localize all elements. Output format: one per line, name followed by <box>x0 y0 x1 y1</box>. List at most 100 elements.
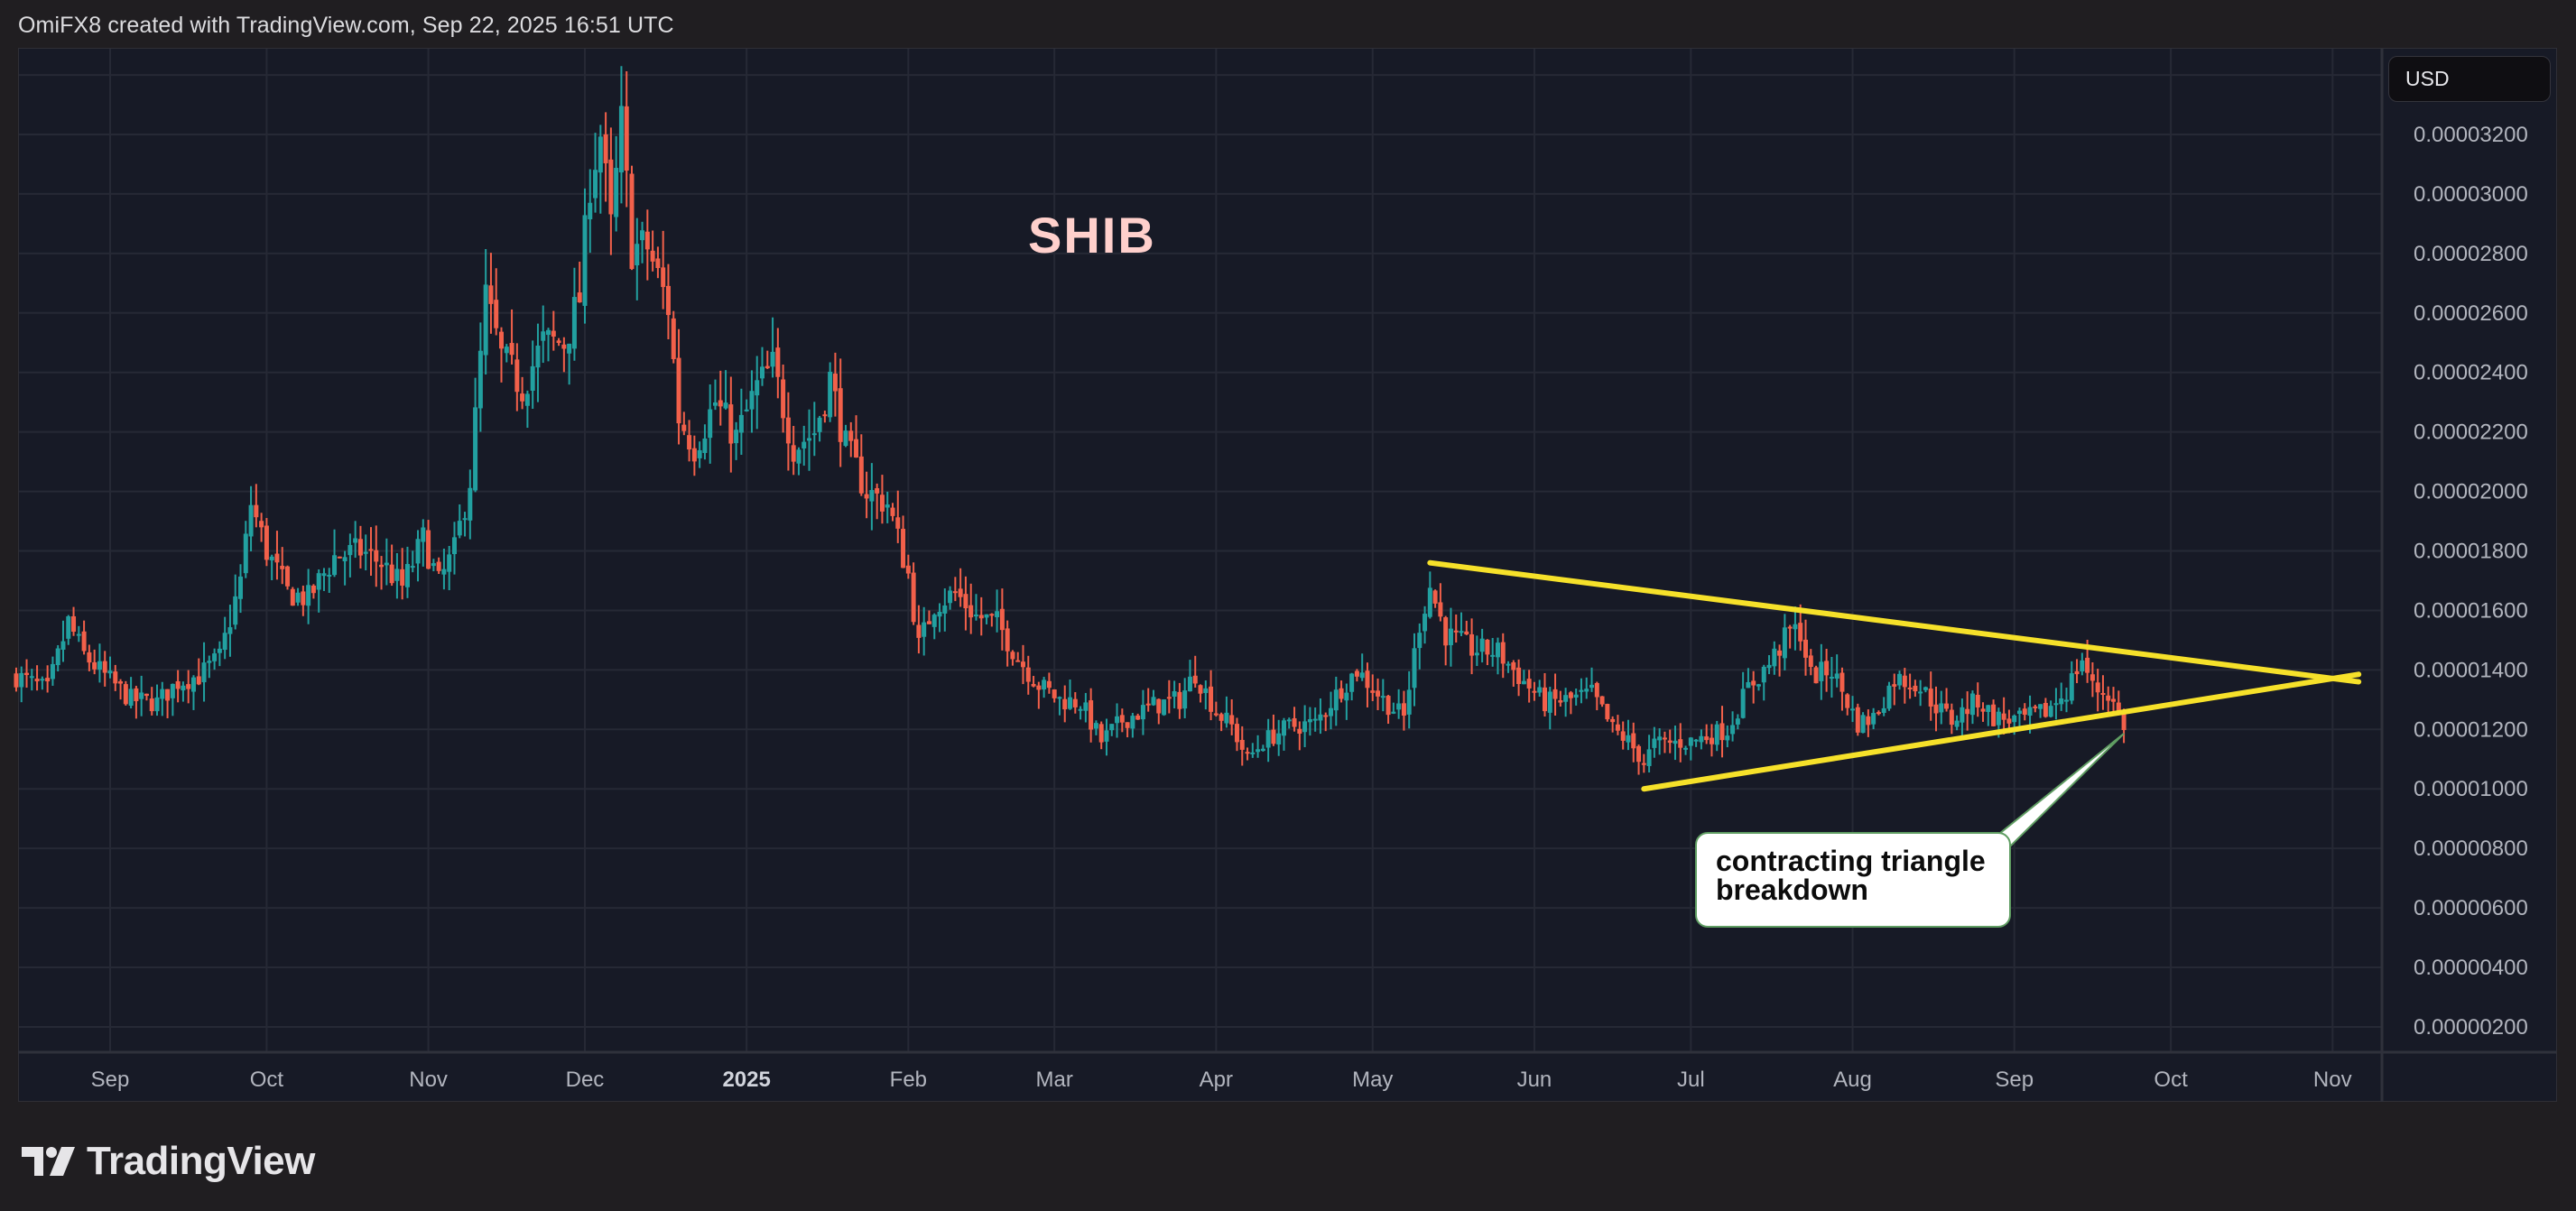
candle-up <box>1130 716 1135 729</box>
candle-down <box>1641 763 1646 765</box>
candle-down <box>1239 739 1245 750</box>
candle-up <box>477 350 483 409</box>
candle-up <box>1918 691 1923 694</box>
candle-up <box>1688 737 1693 746</box>
candle-up <box>1115 716 1120 724</box>
candle-down <box>561 344 567 349</box>
candle-down <box>1662 737 1667 740</box>
price-tick-label: 0.00001000 <box>2414 777 2528 801</box>
price-tick-label: 0.00000200 <box>2414 1015 2528 1040</box>
time-tick-label: Jul <box>1677 1068 1705 1092</box>
candle-up <box>1573 694 1579 698</box>
candle-up <box>1725 735 1730 741</box>
candle-down <box>629 173 635 270</box>
candle-up <box>885 504 890 508</box>
time-tick-label: Apr <box>1200 1068 1233 1092</box>
candle-down <box>1323 715 1329 717</box>
candle-down <box>1798 623 1803 642</box>
price-tick-label: 0.00002600 <box>2414 301 2528 326</box>
candle-down <box>1704 736 1710 741</box>
candle-up <box>1860 715 1866 734</box>
candle-up <box>973 615 978 617</box>
candle-down <box>838 388 843 442</box>
candle-down <box>1907 687 1913 689</box>
candle-up <box>457 521 462 536</box>
candle-up <box>618 106 624 173</box>
candle-down <box>890 507 895 516</box>
time-tick-label: May <box>1352 1068 1393 1092</box>
candle-up <box>755 380 760 396</box>
candle-down <box>781 379 786 419</box>
candle-down <box>875 488 880 494</box>
time-tick-label: Sep <box>91 1068 130 1092</box>
candle-down <box>1046 680 1052 689</box>
candle-down <box>1072 698 1078 707</box>
candle-up <box>227 627 233 634</box>
candle-down <box>374 550 379 562</box>
candle-down <box>963 594 968 609</box>
candle-up <box>1683 747 1689 750</box>
candle-down <box>45 678 51 682</box>
candle-down <box>1610 718 1616 723</box>
candle-up <box>524 393 530 406</box>
candle-down <box>1678 739 1683 748</box>
candle-up <box>238 576 243 599</box>
candle-up <box>1782 627 1787 659</box>
candle-down <box>1119 715 1125 723</box>
candle-down <box>1599 696 1605 705</box>
candle-down <box>357 539 363 556</box>
triangle-trendlines[interactable] <box>1427 559 2362 847</box>
candle-down <box>1845 694 1850 708</box>
annotation-callout[interactable]: contracting triangle breakdown <box>1695 832 2011 928</box>
candle-down <box>1469 633 1475 656</box>
candle-up <box>128 689 134 706</box>
candle-down <box>978 615 984 619</box>
candle-down <box>2001 713 2006 720</box>
candle-up <box>107 670 113 674</box>
time-tick-label: Sep <box>1995 1068 2034 1092</box>
candle-up <box>1093 723 1098 729</box>
currency-button[interactable]: USD <box>2388 56 2551 102</box>
candle-down <box>1365 670 1370 689</box>
candle-down <box>1192 675 1198 684</box>
candle-down <box>520 393 525 402</box>
candle-down <box>603 134 608 163</box>
candle-up <box>1042 679 1047 690</box>
candle-down <box>1855 707 1860 733</box>
candle-up <box>614 168 619 217</box>
candle-down <box>1636 745 1642 763</box>
candle-up <box>404 564 410 587</box>
candle-down <box>34 679 40 682</box>
candle-down <box>1370 690 1376 693</box>
candle-up <box>1260 748 1265 752</box>
candle-up <box>217 648 222 653</box>
candle-up <box>384 562 389 566</box>
candle-down <box>1615 724 1620 731</box>
candle-up <box>269 556 274 560</box>
candle-down <box>854 439 859 458</box>
candle-up <box>415 539 421 564</box>
candle-up <box>1448 628 1453 645</box>
candle-up <box>421 527 426 542</box>
candle-down <box>389 564 394 584</box>
candle-up <box>76 633 81 636</box>
candle-up <box>635 244 640 266</box>
candle-up <box>243 533 248 574</box>
candle-down <box>165 689 171 701</box>
trendline-lower[interactable] <box>1641 671 2362 792</box>
candle-down <box>671 318 676 359</box>
candle-up <box>248 504 254 537</box>
candle-down <box>1438 602 1443 617</box>
candle-up <box>50 663 55 679</box>
time-tick-label: Nov <box>409 1068 448 1092</box>
candle-down <box>775 347 781 377</box>
candle-down <box>764 365 770 369</box>
trendline-upper[interactable] <box>1427 559 2362 685</box>
candle-down <box>499 331 504 349</box>
tradingview-logo[interactable]: TradingView <box>22 1139 315 1184</box>
candle-down <box>858 456 864 494</box>
candle-down <box>879 495 885 512</box>
candle-down <box>1271 729 1276 744</box>
candle-down <box>1667 740 1673 744</box>
